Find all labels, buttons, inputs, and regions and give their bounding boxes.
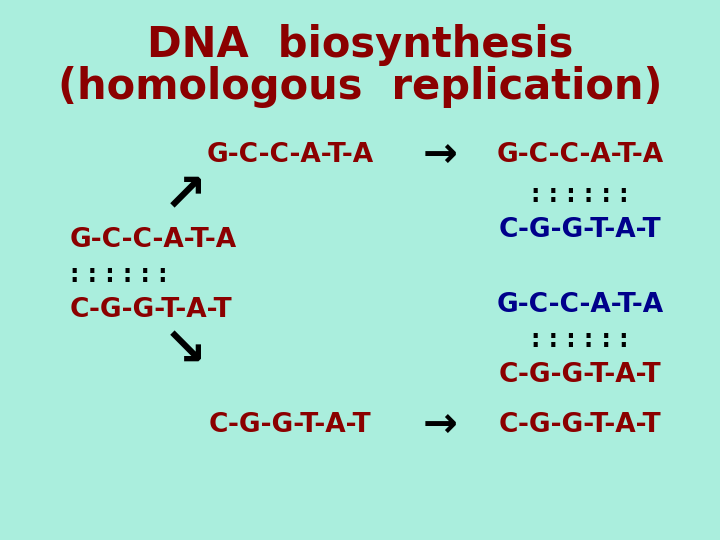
Text: →: →	[423, 404, 457, 446]
Text: DNA  biosynthesis: DNA biosynthesis	[147, 24, 573, 66]
Text: ↘: ↘	[163, 324, 207, 376]
Text: →: →	[423, 134, 457, 176]
Text: C-G-G-T-A-T: C-G-G-T-A-T	[499, 362, 661, 388]
Text: ↗: ↗	[163, 169, 207, 221]
Text: C-G-G-T-A-T: C-G-G-T-A-T	[499, 412, 661, 438]
Text: : : : : : :: : : : : : :	[70, 263, 168, 287]
Text: : : : : : :: : : : : : :	[531, 328, 629, 352]
Text: G-C-C-A-T-A: G-C-C-A-T-A	[496, 292, 664, 318]
Text: G-C-C-A-T-A: G-C-C-A-T-A	[207, 142, 374, 168]
Text: C-G-G-T-A-T: C-G-G-T-A-T	[209, 412, 372, 438]
Text: : : : : : :: : : : : : :	[531, 183, 629, 207]
Text: G-C-C-A-T-A: G-C-C-A-T-A	[496, 142, 664, 168]
Text: (homologous  replication): (homologous replication)	[58, 66, 662, 108]
Text: C-G-G-T-A-T: C-G-G-T-A-T	[499, 217, 661, 243]
Text: G-C-C-A-T-A: G-C-C-A-T-A	[70, 227, 237, 253]
Text: C-G-G-T-A-T: C-G-G-T-A-T	[70, 297, 233, 323]
